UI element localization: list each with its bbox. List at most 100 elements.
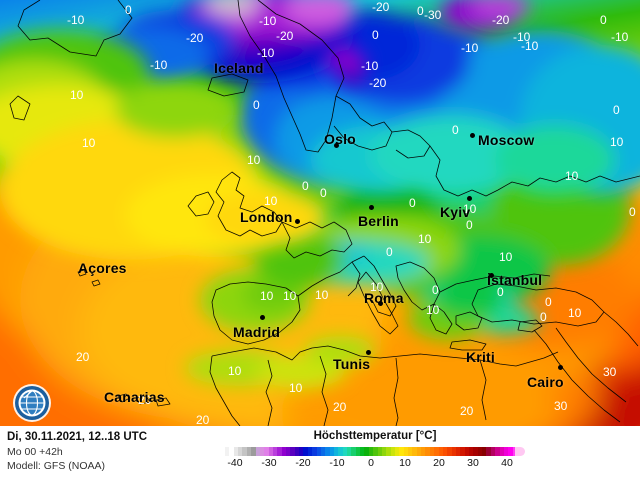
contour-label: 10 — [289, 381, 303, 395]
contour-label: -10 — [513, 30, 531, 44]
colorbar-band — [442, 447, 448, 456]
city-label: Cairo — [527, 374, 564, 390]
colorbar-tick-label: 20 — [433, 457, 445, 469]
colorbar-band — [373, 447, 379, 456]
city-label: Moscow — [478, 132, 535, 148]
colorbar-band — [429, 447, 435, 456]
colorbar-band — [299, 447, 305, 456]
colorbar-band — [264, 447, 270, 456]
city-label: Roma — [364, 290, 404, 306]
colorbar-band — [508, 447, 514, 456]
city-marker-dot — [489, 273, 494, 278]
colorbar-band — [320, 447, 326, 456]
colorbar-band — [412, 447, 418, 456]
contour-label: 0 — [372, 28, 379, 42]
colorbar-band — [325, 447, 331, 456]
contour-label: 10 — [82, 136, 96, 150]
colorbar-tick-label: 10 — [399, 457, 411, 469]
colorbar-tick-label: -40 — [227, 457, 243, 469]
contour-label: -10 — [611, 30, 629, 44]
colorbar-band — [246, 447, 252, 456]
colorbar-band — [399, 447, 405, 456]
contour-label: 0 — [540, 310, 547, 324]
contour-label: 0 — [613, 103, 620, 117]
colorbar-band — [272, 447, 278, 456]
globe-logo-icon — [12, 383, 52, 423]
contour-label: 10 — [228, 364, 242, 378]
city-label: Canarias — [104, 389, 165, 405]
contour-label: -30 — [424, 8, 442, 22]
colorbar-band — [394, 447, 400, 456]
colorbar-band — [386, 447, 392, 456]
colorbar-band — [351, 447, 357, 456]
colorbar-band — [434, 447, 440, 456]
city-marker-dot — [334, 143, 339, 148]
colorbar-band — [342, 447, 348, 456]
colorbar-band — [268, 447, 274, 456]
colorbar-band — [473, 447, 479, 456]
legend: Höchsttemperatur [°C] -40 -30 -20 -10 0 10 20 3… — [225, 428, 525, 471]
city-marker-dot — [378, 301, 383, 306]
colorbar-band — [469, 447, 474, 456]
temperature-field — [0, 0, 640, 426]
colorbar-band — [390, 447, 396, 456]
colorbar-band — [229, 447, 235, 456]
colorbar-band — [286, 447, 291, 456]
model-label: Modell: GFS (NOAA) — [7, 460, 106, 472]
colorbar-band — [294, 447, 300, 456]
city-label: Madrid — [233, 324, 281, 340]
contour-label: 20 — [460, 404, 474, 418]
colorbar-tick-label: 0 — [368, 457, 374, 469]
contour-label: 10 — [247, 153, 261, 167]
contour-label: 0 — [452, 123, 459, 137]
contour-label: 0 — [629, 205, 636, 219]
contour-label: 0 — [466, 218, 473, 232]
contour-label: -10 — [259, 14, 277, 28]
colorbar-tick-label: 40 — [501, 457, 513, 469]
city-label: Açores — [78, 260, 127, 276]
contour-label: 0 — [253, 98, 260, 112]
contour-label: 10 — [418, 232, 432, 246]
colorbar-band — [368, 447, 374, 456]
contour-label: -10 — [521, 39, 539, 53]
city-marker-dot — [260, 315, 265, 320]
temperature-map[interactable]: -10 -20 -10 -30 -20 0 -10 -20 -10 0 -10 -10 -20 0 0 -10… — [0, 0, 640, 426]
colorbar-band — [307, 447, 313, 456]
colorbar-band — [403, 447, 409, 456]
colorbar-band — [255, 447, 261, 456]
contour-label: 0 — [320, 186, 327, 200]
colorbar-band — [303, 447, 309, 456]
coastlines — [9, 0, 640, 426]
city-marker-dot — [558, 365, 563, 370]
colorbar-band — [438, 447, 444, 456]
colorbar-band — [495, 447, 501, 456]
contour-label: 10 — [499, 250, 513, 264]
contour-label: 10 — [315, 288, 329, 302]
colorbar-band — [238, 447, 244, 456]
city-marker-dot — [366, 350, 371, 355]
colorbar-band — [377, 447, 383, 456]
colorbar-band — [251, 447, 257, 456]
contour-label: 30 — [603, 365, 617, 379]
contour-label: 20 — [196, 413, 210, 426]
colorbar-band — [477, 447, 483, 456]
run-metadata: Di, 30.11.2021, 12..18 UTC Mo 00 +42h Mo… — [7, 430, 147, 473]
contour-label: 10 — [264, 194, 278, 208]
contour-label: -10 — [461, 41, 479, 55]
colorbar-band — [421, 447, 427, 456]
colorbar — [225, 447, 525, 456]
contour-label: 10 — [70, 88, 84, 102]
contour-label: 10 — [260, 289, 274, 303]
colorbar-tick-label: -10 — [329, 457, 345, 469]
contour-label: -20 — [276, 29, 294, 43]
contour-label: 10 — [426, 303, 440, 317]
city-marker-dot — [369, 205, 374, 210]
colorbar-band — [451, 447, 457, 456]
contour-label: 10 — [565, 169, 579, 183]
colorbar-band — [233, 447, 239, 456]
contour-label: 30 — [554, 399, 568, 413]
colorbar-band — [277, 447, 283, 456]
colorbar-band — [460, 447, 466, 456]
contour-label: 20 — [76, 350, 90, 364]
